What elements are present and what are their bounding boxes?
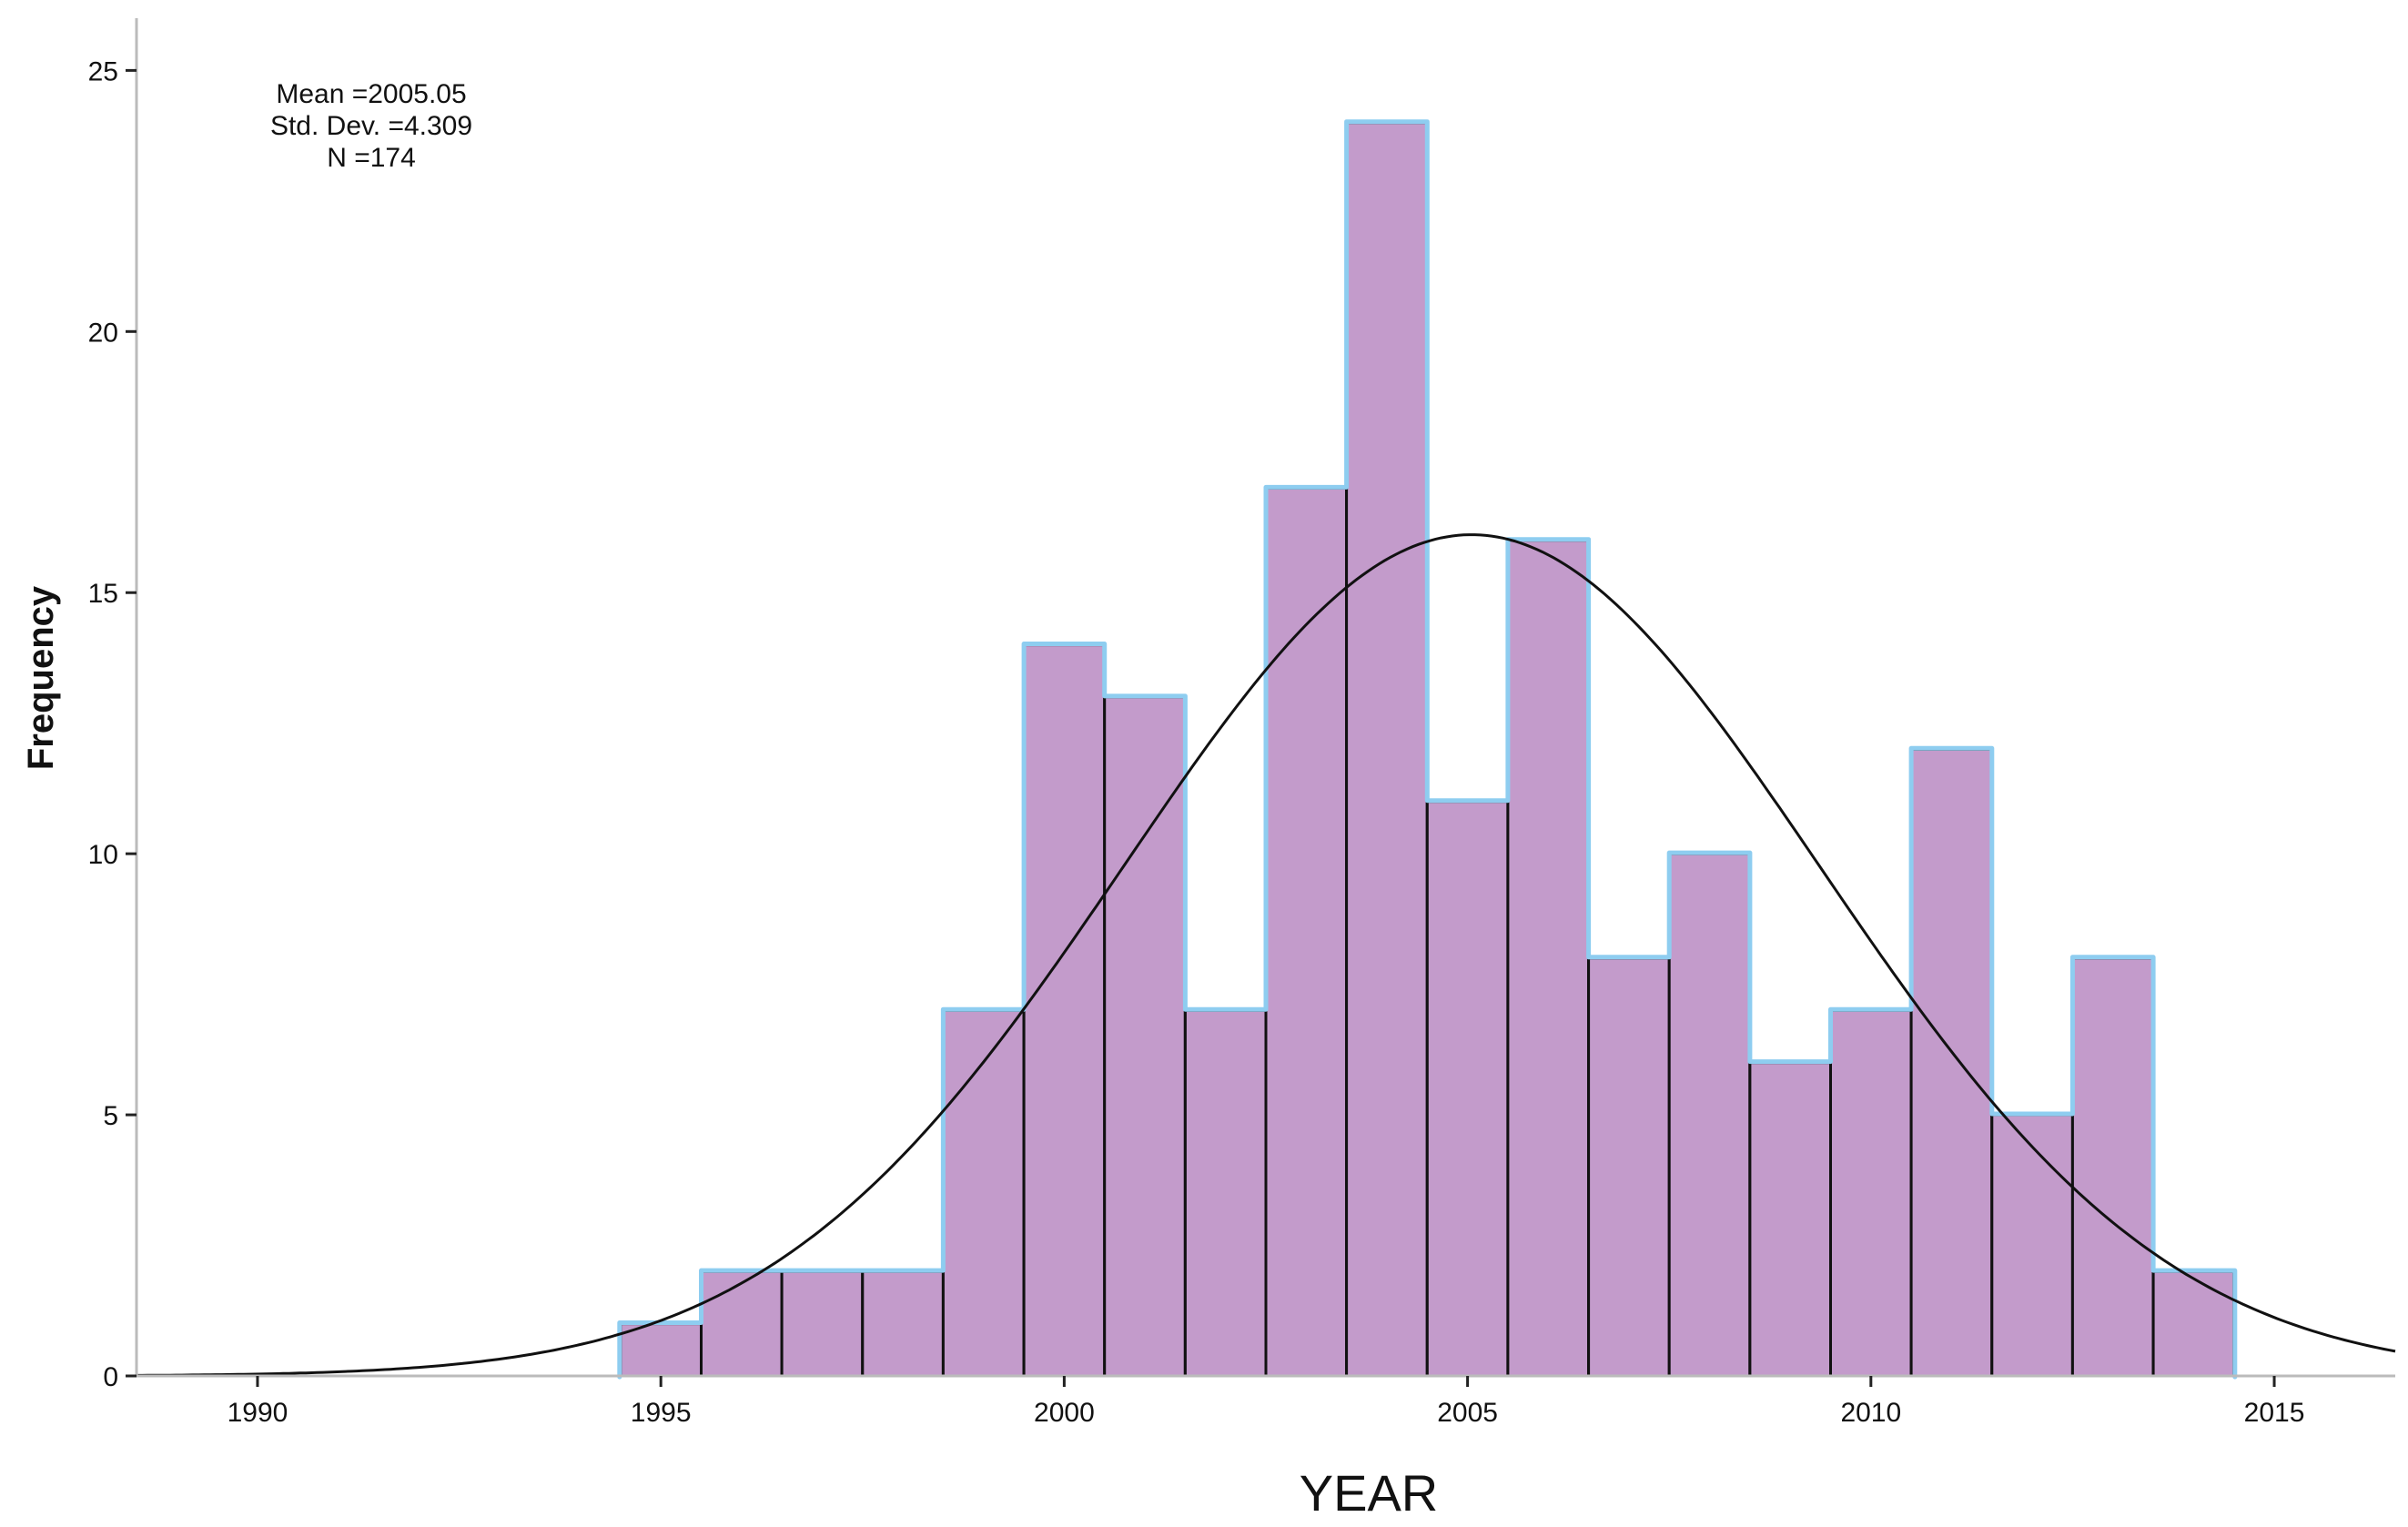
- x-tick-label-2015: 2015: [2244, 1398, 2305, 1428]
- bar-2007: [1587, 956, 1671, 1378]
- bar-2012: [1990, 1113, 2074, 1378]
- bar-2001: [1103, 695, 1187, 1378]
- x-axis-title: YEAR: [1300, 1464, 1439, 1522]
- normal-curve-layer: [137, 533, 2396, 1377]
- y-axis-title: Frequency: [21, 585, 61, 770]
- bar-2006: [1506, 539, 1591, 1378]
- stat-n: N =174: [327, 143, 416, 173]
- bar-2008: [1667, 852, 1752, 1378]
- bar-1998: [861, 1269, 945, 1378]
- x-tick-label-2000: 2000: [1034, 1398, 1095, 1428]
- normal-distribution-curve: [137, 533, 2396, 1377]
- y-tick-label-5: 5: [103, 1101, 118, 1131]
- bar-2009: [1748, 1061, 1833, 1378]
- x-tick-label-2010: 2010: [1840, 1398, 1901, 1428]
- bars-layer: [619, 121, 2236, 1378]
- stat-std-dev: Std. Dev. =4.309: [270, 111, 472, 141]
- bar-1999: [941, 1008, 1026, 1378]
- bar-2005: [1425, 800, 1510, 1378]
- bar-2014: [2151, 1269, 2236, 1378]
- bar-2002: [1183, 1008, 1268, 1378]
- y-tick-label-25: 25: [88, 56, 118, 86]
- highlight-outline-layer: [617, 119, 2238, 1380]
- x-tick-label-1990: 1990: [228, 1398, 288, 1428]
- stat-mean: Mean =2005.05: [276, 79, 466, 109]
- bar-2011: [1909, 747, 1994, 1378]
- bar-outline-highlight: [617, 119, 2238, 1380]
- axes-layer: 1990 1995 2000 2005 2010 2015 0 5 10 15 20 25: [88, 18, 2395, 1428]
- bar-2000: [1022, 643, 1107, 1378]
- y-tick-label-20: 20: [88, 318, 118, 348]
- bar-2004: [1345, 121, 1429, 1378]
- x-tick-label-1995: 1995: [631, 1398, 692, 1428]
- bar-2010: [1829, 1008, 1913, 1378]
- bar-1996: [700, 1269, 784, 1378]
- y-tick-label-10: 10: [88, 840, 118, 870]
- y-tick-label-15: 15: [88, 579, 118, 609]
- bar-1997: [780, 1269, 865, 1378]
- x-tick-label-2005: 2005: [1437, 1398, 1498, 1428]
- y-tick-label-0: 0: [103, 1362, 118, 1392]
- bar-2013: [2070, 956, 2155, 1378]
- bar-2003: [1264, 487, 1349, 1378]
